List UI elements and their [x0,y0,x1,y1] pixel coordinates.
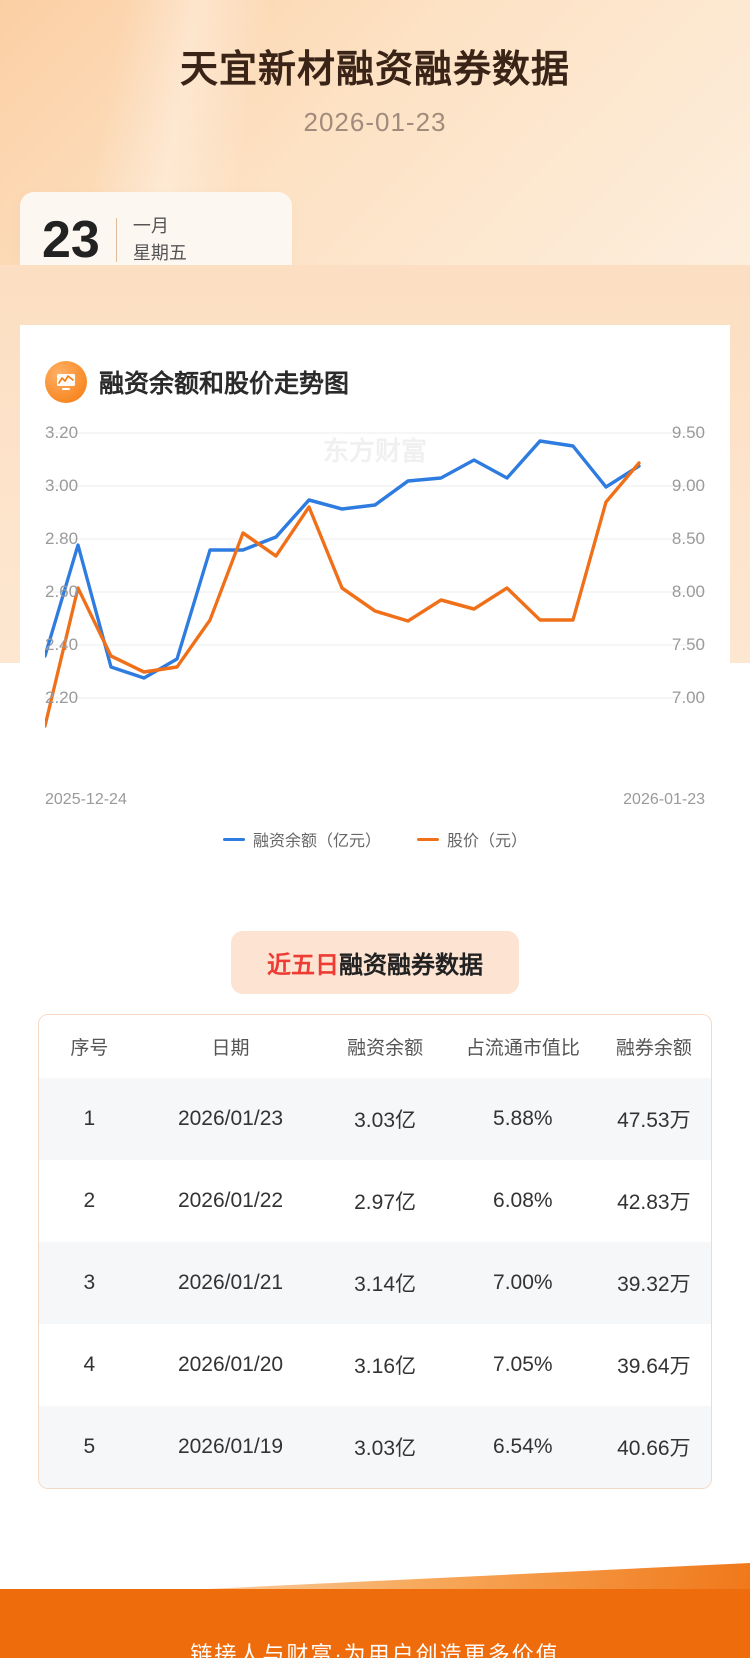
table-card: 近五日融资融券数据 序号 日期 融资余额 占流通市值比 融券余额 1 2026/… [20,906,730,1499]
y-axis-left-tick-5: 2.20 [45,688,78,708]
table-title-highlight: 近五日 [267,952,339,979]
cell-pct: 7.00% [449,1271,597,1295]
page-date-subtitle: 2026-01-23 [0,107,750,138]
date-weekday-label: 星期五 [133,240,187,266]
col-header-balance: 融资余额 [321,1033,449,1060]
header-section: 天宜新材融资融券数据 2026-01-23 23 一月 星期五 [0,0,750,265]
col-header-idx: 序号 [39,1033,140,1060]
y-axis-left-tick-0: 3.20 [45,423,78,443]
table-title: 近五日融资融券数据 [231,931,519,994]
legend-item-price: 股价（元） [417,827,527,851]
y-axis-right-tick-5: 7.00 [672,688,705,708]
footer-banner: 链接人与财富·为用户创造更多价值 [0,1589,750,1658]
cell-balance: 2.97亿 [321,1186,449,1216]
footer-section: 链接人与财富·为用户创造更多价值 [0,1539,750,1658]
cell-idx: 5 [39,1435,140,1459]
cell-margin: 47.53万 [597,1104,711,1134]
cell-pct: 7.05% [449,1353,597,1377]
y-axis-right-tick-2: 8.50 [672,529,705,549]
x-axis-start-label: 2025-12-24 [45,791,127,809]
cell-date: 2026/01/23 [140,1107,321,1131]
y-axis-right-tick-4: 7.50 [672,635,705,655]
cell-balance: 3.03亿 [321,1432,449,1462]
page-title: 天宜新材融资融券数据 [0,0,750,93]
cell-date: 2026/01/21 [140,1271,321,1295]
y-axis-left-tick-4: 2.40 [45,635,78,655]
cell-margin: 42.83万 [597,1186,711,1216]
date-card: 23 一月 星期五 [20,192,292,265]
cell-pct: 6.54% [449,1435,597,1459]
table-title-rest: 融资融券数据 [339,952,483,979]
y-axis-left-tick-3: 2.60 [45,582,78,602]
chart-card: 融资余额和股价走势图 东方财富 [20,325,730,881]
footer-slogan: 链接人与财富·为用户创造更多价值 [190,1637,559,1658]
date-day-number: 23 [42,214,100,266]
col-header-margin: 融券余额 [597,1033,711,1060]
chart-header: 融资余额和股价走势图 [20,325,730,413]
chart-section-title: 融资余额和股价走势图 [99,364,349,400]
y-axis-right-tick-3: 8.00 [672,582,705,602]
date-divider [116,218,117,262]
cell-balance: 3.16亿 [321,1350,449,1380]
cell-date: 2026/01/20 [140,1353,321,1377]
cell-date: 2026/01/19 [140,1435,321,1459]
col-header-pct: 占流通市值比 [449,1033,597,1060]
cell-idx: 1 [39,1107,140,1131]
chart-x-axis-labels: 2025-12-24 2026-01-23 [45,791,705,809]
table-row[interactable]: 4 2026/01/20 3.16亿 7.05% 39.64万 [39,1324,711,1406]
legend-swatch-price [417,838,439,841]
table-row[interactable]: 5 2026/01/19 3.03亿 6.54% 40.66万 [39,1406,711,1488]
table-row[interactable]: 1 2026/01/23 3.03亿 5.88% 47.53万 [39,1078,711,1160]
legend-label-price: 股价（元） [447,827,527,851]
cell-balance: 3.03亿 [321,1104,449,1134]
y-axis-right-tick-0: 9.50 [672,423,705,443]
data-table[interactable]: 序号 日期 融资余额 占流通市值比 融券余额 1 2026/01/23 3.03… [38,1014,712,1489]
col-header-date: 日期 [140,1033,321,1060]
chart-plot-area[interactable]: 东方财富 3.20 3.00 2.80 2.60 [45,423,705,783]
cell-balance: 3.14亿 [321,1268,449,1298]
table-row[interactable]: 2 2026/01/22 2.97亿 6.08% 42.83万 [39,1160,711,1242]
y-axis-right-tick-1: 9.00 [672,476,705,496]
date-month-label: 一月 [133,213,187,240]
table-row[interactable]: 3 2026/01/21 3.14亿 7.00% 39.32万 [39,1242,711,1324]
cell-margin: 40.66万 [597,1432,711,1462]
cell-margin: 39.64万 [597,1350,711,1380]
line-chart-svg[interactable] [45,423,705,741]
y-axis-left-tick-2: 2.80 [45,529,78,549]
legend-item-balance: 融资余额（亿元） [223,827,381,851]
table-header-row: 序号 日期 融资余额 占流通市值比 融券余额 [39,1015,711,1078]
cell-idx: 2 [39,1189,140,1213]
app-root: 天宜新材融资融券数据 2026-01-23 23 一月 星期五 融资余额和股价走… [0,0,750,1658]
table-title-wrap: 近五日融资融券数据 [20,906,730,1014]
legend-swatch-balance [223,838,245,841]
cell-pct: 6.08% [449,1189,597,1213]
y-axis-left-tick-1: 3.00 [45,476,78,496]
legend-label-balance: 融资余额（亿元） [253,827,381,851]
chart-monitor-icon [45,361,87,403]
chart-legend: 融资余额（亿元） 股价（元） [20,827,730,851]
cell-pct: 5.88% [449,1107,597,1131]
cell-idx: 4 [39,1353,140,1377]
x-axis-end-label: 2026-01-23 [623,791,705,809]
cell-date: 2026/01/22 [140,1189,321,1213]
cell-margin: 39.32万 [597,1268,711,1298]
cell-idx: 3 [39,1271,140,1295]
